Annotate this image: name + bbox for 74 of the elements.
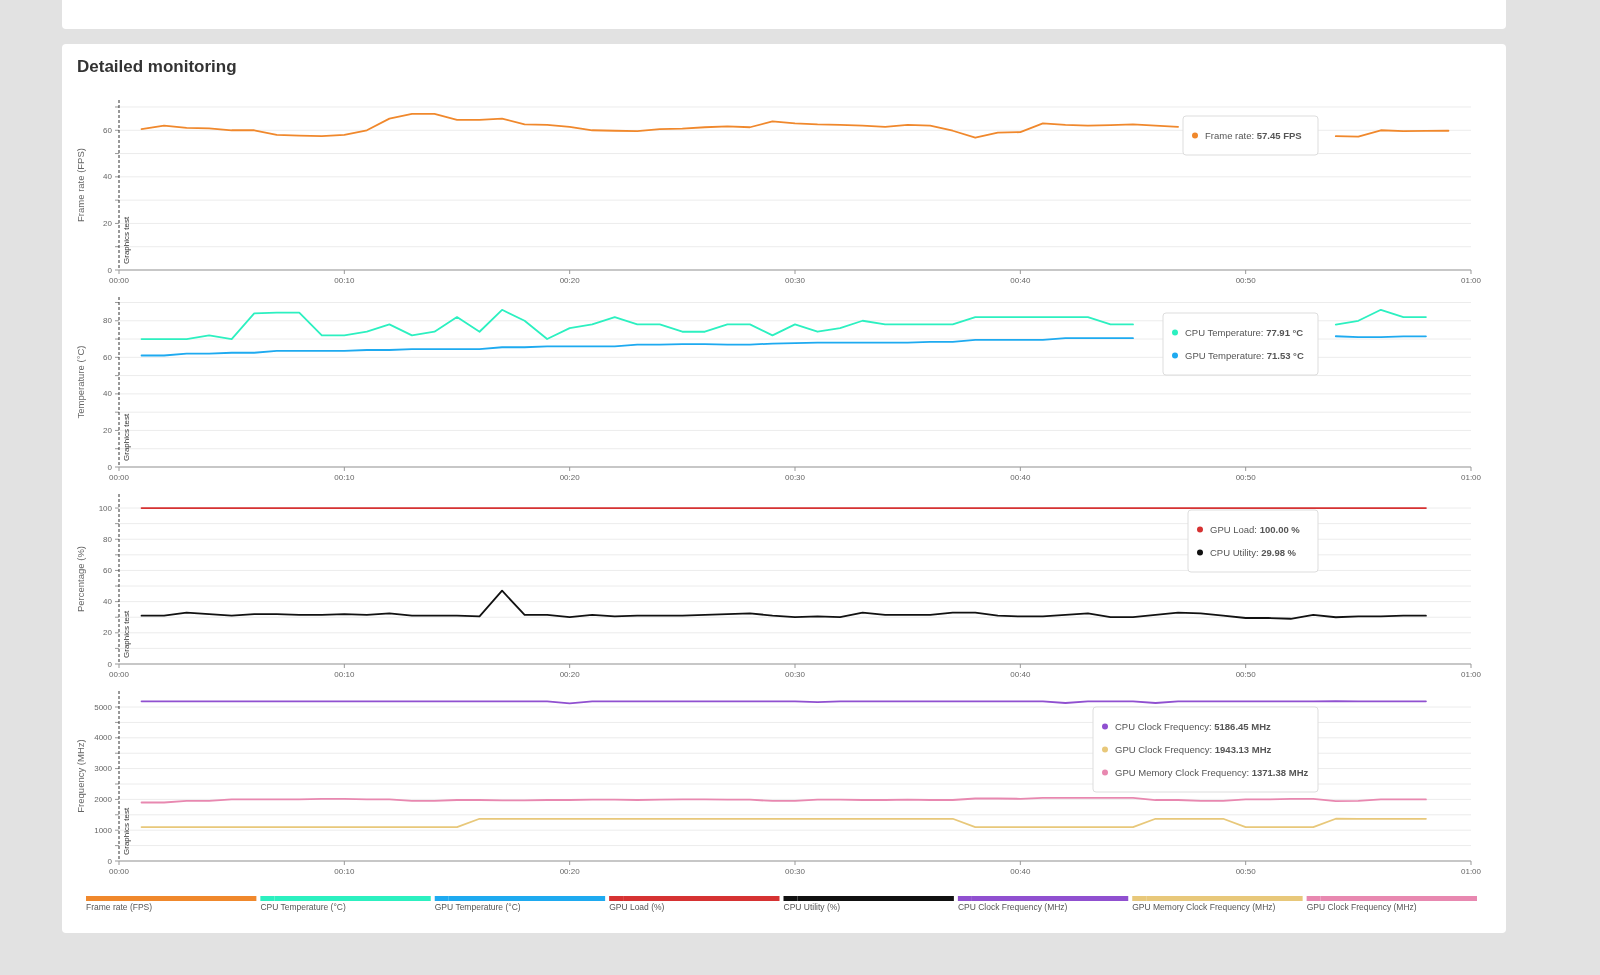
y-tick-label: 40 bbox=[103, 172, 113, 182]
x-tick-label: 00:00 bbox=[108, 276, 130, 285]
x-tick-label: 00:20 bbox=[559, 670, 581, 679]
y-tick-label: 100 bbox=[98, 503, 113, 513]
annotation: GPU Memory Clock Frequency: 1371.38 MHz bbox=[1115, 766, 1309, 778]
y-axis-title: Frequency (MHz) bbox=[75, 739, 86, 813]
y-tick-label: 20 bbox=[103, 628, 113, 638]
legend-label: Frame rate (FPS) bbox=[86, 902, 153, 912]
ref-line-label: Graphics test bbox=[122, 216, 131, 264]
legend-label: CPU Utility (%) bbox=[783, 902, 841, 912]
x-tick-label: 00:40 bbox=[1010, 867, 1031, 876]
y-tick-label: 4000 bbox=[94, 733, 113, 743]
x-tick-label: 00:00 bbox=[108, 867, 130, 876]
y-tick-label: 60 bbox=[103, 352, 113, 362]
y-axis-title: Percentage (%) bbox=[75, 545, 86, 613]
y-tick-label: 0 bbox=[107, 659, 113, 669]
x-tick-label: 00:00 bbox=[108, 473, 130, 482]
y-tick-label: 5000 bbox=[94, 702, 113, 712]
ref-line-label: Graphics test bbox=[122, 413, 131, 461]
annotation: CPU Temperature: 77.91 °C bbox=[1185, 326, 1304, 338]
x-tick-label: 00:20 bbox=[559, 276, 581, 285]
ref-line-label: Graphics test bbox=[122, 610, 131, 658]
x-tick-label: 00:30 bbox=[784, 473, 806, 482]
x-tick-label: 01:00 bbox=[1460, 670, 1482, 679]
y-tick-label: 0 bbox=[107, 265, 113, 275]
y-tick-label: 1000 bbox=[94, 825, 113, 835]
y-tick-label: 20 bbox=[103, 426, 113, 435]
x-tick-label: 00:50 bbox=[1235, 670, 1257, 679]
annotation: GPU Load: 100.00 % bbox=[1210, 523, 1301, 535]
y-tick-label: 60 bbox=[103, 565, 113, 575]
x-tick-label: 00:00 bbox=[108, 670, 130, 679]
annotation: CPU Utility: 29.98 % bbox=[1210, 546, 1297, 558]
y-axis-title: Frame rate (FPS) bbox=[75, 148, 86, 222]
x-tick-label: 01:00 bbox=[1460, 276, 1482, 285]
x-tick-label: 00:50 bbox=[1235, 473, 1257, 482]
legend-label: CPU Clock Frequency (MHz) bbox=[957, 902, 1068, 912]
y-tick-label: 60 bbox=[103, 125, 113, 135]
annotation: Frame rate: 57.45 FPS bbox=[1205, 129, 1302, 141]
x-tick-label: 00:10 bbox=[334, 670, 355, 679]
x-tick-label: 00:40 bbox=[1010, 276, 1031, 285]
legend-label: GPU Temperature (°C) bbox=[434, 902, 521, 912]
x-tick-label: 00:40 bbox=[1010, 473, 1031, 482]
y-tick-label: 0 bbox=[107, 462, 113, 472]
y-tick-label: 80 bbox=[103, 316, 113, 326]
x-tick-label: 00:50 bbox=[1235, 276, 1257, 285]
x-tick-label: 00:40 bbox=[1010, 670, 1031, 679]
annotation: GPU Clock Frequency: 1943.13 MHz bbox=[1115, 743, 1272, 755]
x-tick-label: 00:30 bbox=[784, 867, 806, 876]
annotation: CPU Clock Frequency: 5186.45 MHz bbox=[1115, 720, 1272, 732]
x-tick-label: 00:30 bbox=[784, 670, 806, 679]
x-tick-label: 00:20 bbox=[559, 473, 581, 482]
y-tick-label: 2000 bbox=[94, 794, 113, 804]
x-tick-label: 00:10 bbox=[334, 473, 355, 482]
y-tick-label: 40 bbox=[103, 597, 113, 607]
legend-label: CPU Temperature (°C) bbox=[260, 902, 346, 912]
y-tick-label: 0 bbox=[107, 856, 113, 866]
x-tick-label: 00:30 bbox=[784, 276, 806, 285]
x-tick-label: 01:00 bbox=[1460, 867, 1482, 876]
y-axis-title: Temperature (°C) bbox=[75, 345, 86, 419]
y-tick-label: 20 bbox=[103, 218, 113, 228]
legend-label: GPU Clock Frequency (MHz) bbox=[1306, 902, 1417, 912]
ref-line-label: Graphics test bbox=[122, 807, 131, 855]
x-tick-label: 01:00 bbox=[1460, 473, 1482, 482]
y-tick-label: 40 bbox=[103, 389, 113, 399]
legend-label: GPU Load (%) bbox=[609, 902, 665, 912]
legend-label: GPU Memory Clock Frequency (MHz) bbox=[1132, 902, 1276, 912]
x-tick-label: 00:20 bbox=[559, 867, 581, 876]
y-tick-label: 3000 bbox=[94, 764, 113, 774]
annotation: GPU Temperature: 71.53 °C bbox=[1185, 349, 1304, 361]
x-tick-label: 00:50 bbox=[1235, 867, 1257, 876]
chart-title: Detailed monitoring bbox=[77, 57, 237, 76]
x-tick-label: 00:10 bbox=[334, 867, 355, 876]
x-tick-label: 00:10 bbox=[334, 276, 355, 285]
y-tick-label: 80 bbox=[103, 534, 113, 544]
